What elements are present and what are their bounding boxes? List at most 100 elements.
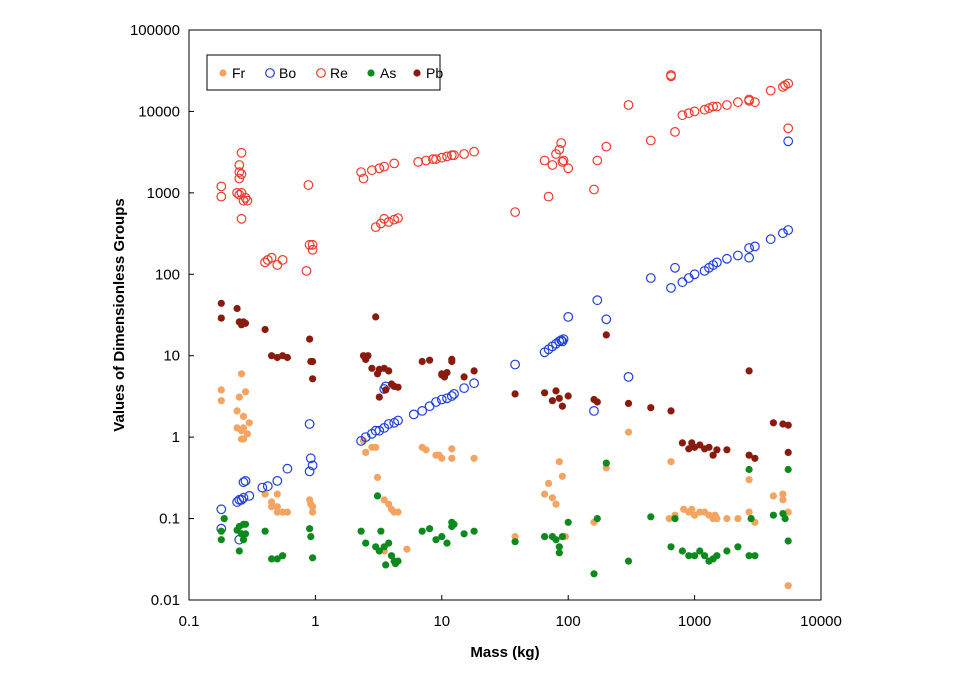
point-as [781, 515, 789, 523]
point-re [558, 155, 569, 166]
point-pb [667, 407, 675, 415]
point-bo [510, 359, 520, 370]
point-as [696, 547, 704, 555]
point-fr [372, 443, 380, 451]
point-bo [666, 283, 676, 293]
point-fr [548, 494, 557, 502]
point-fr [779, 496, 787, 504]
point-as [667, 543, 675, 551]
point-pb [394, 383, 402, 391]
point-fr [241, 388, 250, 396]
point-pb [647, 404, 655, 412]
point-fr [362, 448, 370, 456]
point-re [266, 252, 277, 263]
point-re [592, 155, 603, 166]
point-as [448, 518, 456, 526]
point-bo [677, 277, 688, 288]
point-fr [309, 503, 317, 511]
x-tick-label: 1 [311, 613, 319, 630]
point-as [382, 561, 390, 569]
point-bo [778, 228, 788, 239]
point-fr [273, 503, 281, 511]
point-as [375, 547, 383, 555]
point-re [367, 165, 377, 176]
point-pb [306, 335, 314, 343]
point-bo [722, 253, 732, 264]
point-fr [237, 435, 246, 443]
y-tick-label: 1 [172, 429, 180, 446]
point-re [240, 192, 251, 203]
point-as [426, 525, 434, 533]
point-pb [261, 325, 269, 334]
point-re [379, 161, 390, 172]
x-tick-label: 1000 [678, 613, 711, 630]
point-pb [217, 314, 225, 322]
point-fr [558, 472, 567, 480]
point-bo [558, 334, 569, 345]
point-pb [784, 421, 792, 429]
y-tick-label: 0.1 [159, 511, 180, 528]
point-as [443, 539, 451, 547]
series-bo [216, 136, 794, 545]
point-fr [217, 386, 225, 394]
point-pb [368, 364, 376, 372]
point-bo [750, 241, 760, 252]
point-fr [688, 505, 696, 513]
y-tick-label: 0.01 [151, 592, 180, 609]
point-fr [245, 419, 253, 427]
point-pb [548, 397, 557, 405]
point-bo [304, 419, 315, 429]
point-fr [237, 370, 246, 378]
point-fr [448, 445, 456, 453]
point-re [307, 244, 318, 255]
series-re [216, 70, 794, 276]
point-re [589, 184, 599, 195]
point-re [236, 213, 247, 224]
point-re [677, 110, 688, 121]
point-fr [217, 397, 225, 405]
point-as [558, 533, 567, 541]
point-pb [217, 299, 225, 307]
point-re [304, 239, 315, 250]
point-fr [438, 454, 446, 462]
point-re [431, 154, 441, 165]
point-as [235, 522, 243, 531]
point-pb [382, 386, 390, 394]
point-as [555, 549, 563, 557]
point-as [564, 518, 572, 526]
y-tick-label: 10000 [138, 103, 180, 120]
point-re [554, 144, 565, 155]
point-fr [784, 582, 792, 590]
point-re [712, 101, 722, 112]
point-fr [734, 515, 742, 523]
point-as [217, 527, 225, 535]
point-as [387, 552, 396, 560]
point-re [236, 169, 247, 180]
point-fr [745, 508, 753, 516]
point-re [303, 180, 314, 190]
legend-marker-bo [265, 68, 275, 78]
point-pb [541, 389, 549, 397]
point-bo [238, 477, 249, 488]
point-re [733, 97, 743, 108]
point-re [539, 155, 550, 166]
point-re [666, 70, 676, 80]
point-re [234, 160, 245, 170]
point-as [460, 530, 468, 538]
point-pb [375, 393, 383, 401]
point-re [301, 266, 312, 276]
point-as [784, 537, 792, 545]
point-as [235, 547, 243, 555]
point-bo [257, 482, 268, 493]
legend-label-pb: Pb [426, 65, 443, 81]
point-fr [555, 458, 563, 466]
point-fr [779, 490, 787, 498]
point-bo [645, 273, 656, 283]
point-bo [783, 225, 794, 235]
point-pb [713, 446, 721, 454]
point-bo [783, 136, 794, 147]
point-pb [751, 454, 759, 462]
point-as [307, 533, 315, 541]
point-re [722, 100, 732, 110]
point-re [556, 138, 567, 148]
